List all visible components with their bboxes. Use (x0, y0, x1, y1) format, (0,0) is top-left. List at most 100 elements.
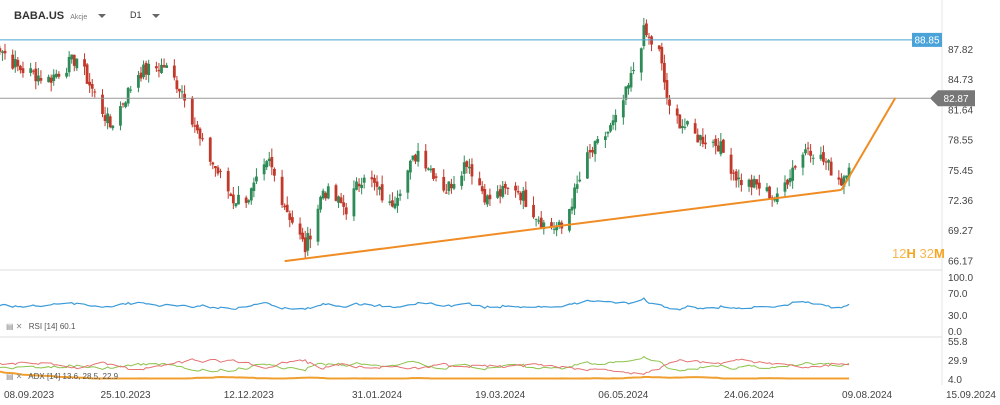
candle-body (829, 161, 833, 176)
candle-body (496, 191, 500, 198)
candle-body (516, 190, 520, 193)
candle-body (229, 193, 233, 197)
candle-body (13, 58, 17, 68)
candle-body (52, 74, 56, 82)
candle-body (72, 54, 76, 66)
candle-body (234, 203, 238, 207)
candle-body (321, 190, 325, 199)
candle-body (247, 200, 251, 203)
date-tick-label: 25.10.2023 (101, 390, 151, 401)
candle-body (639, 48, 643, 73)
candle-body (450, 183, 453, 189)
candle-body (160, 64, 163, 74)
candle-body (534, 218, 538, 220)
candle-body (137, 74, 140, 88)
candle-body (262, 164, 266, 175)
candle-body (298, 223, 302, 235)
candle-body (686, 121, 689, 125)
candle-body (75, 58, 79, 69)
candle-body (678, 114, 682, 129)
candle-body (732, 172, 736, 174)
candle-body (373, 177, 376, 183)
timeframe-selector[interactable]: D1 (130, 10, 161, 20)
candle-body (426, 168, 430, 170)
candle-body (67, 56, 71, 73)
candle-body (57, 73, 61, 77)
candle-body (696, 134, 700, 143)
candle-body (301, 232, 305, 240)
candle-body (408, 160, 412, 173)
candle-body (575, 184, 579, 189)
candle-body (791, 167, 795, 181)
candle-body (603, 136, 607, 141)
candle-body (334, 185, 338, 201)
date-tick-label: 31.01.2024 (352, 390, 402, 401)
price-tick-label: 75.45 (948, 166, 973, 177)
candle-body (614, 114, 618, 123)
candle-body (252, 182, 256, 192)
candle-body (272, 168, 276, 176)
candle-body (611, 120, 615, 126)
candle-body (609, 125, 612, 132)
candle-body (447, 181, 451, 192)
date-tick-label: 24.06.2024 (724, 390, 774, 401)
indicator-settings-icon[interactable]: ▤ ✕ (6, 372, 23, 381)
candle-body (208, 137, 212, 162)
chevron-down-icon[interactable] (152, 13, 161, 18)
candle-body (193, 125, 197, 127)
candle-body (103, 115, 107, 121)
date-tick-label: 12.12.2023 (224, 390, 274, 401)
candle-body (406, 170, 410, 193)
candle-body (503, 183, 507, 189)
candle-body (704, 142, 707, 145)
candle-body (845, 175, 848, 178)
candle-body (375, 181, 379, 187)
candle-body (596, 139, 600, 143)
candle-body (714, 138, 718, 146)
candle-body (352, 188, 356, 217)
price-tick-label: 81.64 (948, 105, 973, 116)
candle-body (411, 155, 415, 160)
candle-body (657, 45, 661, 50)
indicator-settings-icon[interactable]: ▤ ✕ (6, 322, 23, 331)
candle-body (319, 196, 322, 210)
rsi-value: 60.1 (59, 322, 76, 331)
candle-body (624, 86, 628, 100)
symbol-selector[interactable]: BABA.US Akcje (14, 10, 107, 22)
candle-body (642, 25, 646, 47)
candle-body (396, 197, 399, 206)
candle-body (172, 65, 176, 78)
candle-body (285, 204, 289, 213)
candle-body (485, 195, 489, 205)
candle-body (49, 77, 53, 83)
candle-body (801, 154, 805, 168)
date-tick-label: 15.09.2024 (946, 390, 996, 401)
candle-body (488, 194, 492, 200)
candle-body (442, 176, 446, 191)
candle-body (213, 166, 217, 169)
candle-body (588, 149, 592, 153)
adx-tick-label: 29.9 (948, 356, 968, 367)
chevron-down-icon[interactable] (98, 14, 107, 19)
countdown-hours: 12 (892, 246, 907, 261)
candle-body (811, 157, 815, 159)
candle-body (788, 178, 792, 183)
rsi-tick-label: 30.0 (948, 311, 968, 322)
candle-body (675, 108, 679, 116)
candle-body (414, 154, 417, 162)
candle-body (308, 235, 312, 240)
price-tick-label: 87.82 (948, 45, 973, 56)
candle-body (83, 59, 86, 67)
candle-body (467, 166, 471, 169)
candle-body (721, 139, 725, 153)
candle-body (139, 72, 143, 79)
candle-body (31, 70, 35, 72)
candle-body (568, 209, 571, 231)
candle-body (557, 221, 561, 227)
date-tick-label: 09.08.2024 (842, 390, 892, 401)
candle-body (154, 66, 158, 69)
candle-body (793, 166, 797, 168)
candle-body (552, 228, 556, 230)
